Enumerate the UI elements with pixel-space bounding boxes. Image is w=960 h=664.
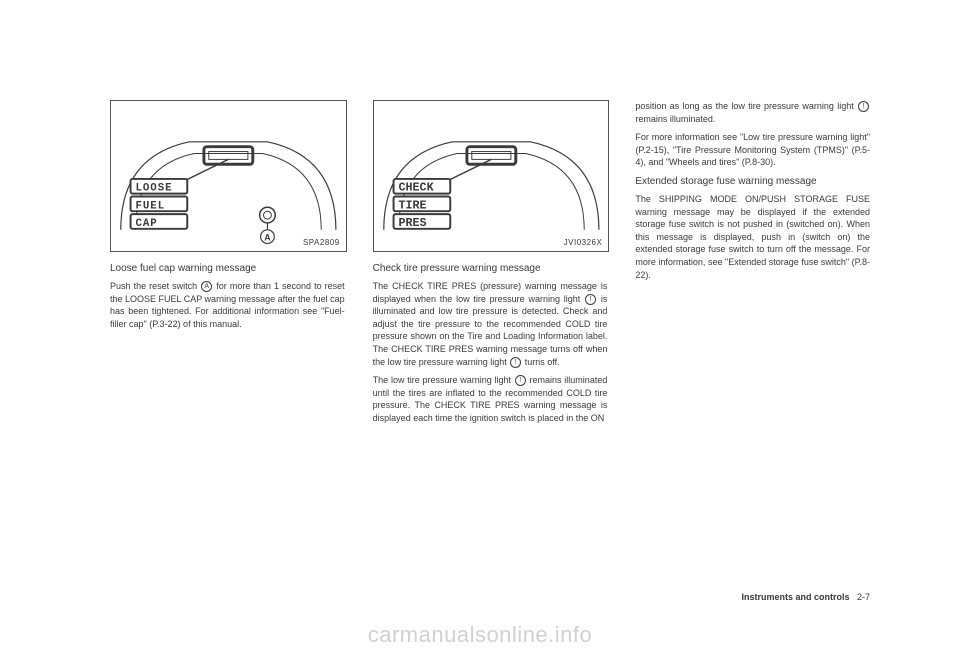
- page-footer: Instruments and controls 2-7: [741, 592, 870, 602]
- text-c2p1b: is illuminated and low tire pressure is …: [373, 294, 608, 367]
- para-col3-1: position as long as the low tire pressur…: [635, 100, 870, 125]
- text-c3p1a: position as long as the low tire pressur…: [635, 101, 857, 111]
- column-2: CHECK TIRE PRES JVI0326X Check tire pres…: [373, 100, 608, 431]
- text-c2p1c: turns off.: [522, 357, 559, 367]
- para-col1-1: Push the reset switch A for more than 1 …: [110, 280, 345, 330]
- subhead-check-tire: Check tire pressure warning message: [373, 262, 608, 276]
- footer-page: 2-7: [857, 592, 870, 602]
- lcd-line-1: LOOSE: [135, 183, 172, 195]
- page-content: LOOSE FUEL CAP A SPA2809 Loose fuel cap …: [0, 0, 960, 471]
- subhead-loose-fuel: Loose fuel cap warning message: [110, 262, 345, 276]
- text-c2p1a: The CHECK TIRE PRES (pressure) warning m…: [373, 281, 608, 304]
- figure-label-2: JVI0326X: [564, 237, 603, 248]
- lcd-line-2: FUEL: [135, 200, 165, 212]
- para-col2-2: The low tire pressure warning light ! re…: [373, 374, 608, 424]
- watermark: carmanualsonline.info: [0, 622, 960, 648]
- column-3: position as long as the low tire pressur…: [635, 100, 870, 431]
- warning-icon: !: [515, 375, 526, 386]
- svg-text:CHECK: CHECK: [398, 181, 434, 195]
- figure-loose-fuel-cap: LOOSE FUEL CAP A SPA2809: [110, 100, 347, 252]
- subhead-extended-storage: Extended storage fuse warning message: [635, 175, 870, 189]
- text-c2p2a: The low tire pressure warning light: [373, 375, 514, 385]
- svg-text:A: A: [264, 233, 271, 243]
- text-c3p1b: remains illuminated.: [635, 114, 715, 124]
- switch-a-icon: A: [201, 281, 212, 292]
- para-col3-3: The SHIPPING MODE ON/PUSH STORAGE FUSE w…: [635, 193, 870, 281]
- column-1: LOOSE FUEL CAP A SPA2809 Loose fuel cap …: [110, 100, 345, 431]
- text-c1p1a: Push the reset switch: [110, 281, 200, 291]
- para-col3-2: For more information see "Low tire press…: [635, 131, 870, 169]
- warning-icon: !: [585, 294, 596, 305]
- figure-label-1: SPA2809: [303, 237, 340, 248]
- figure-check-tire: CHECK TIRE PRES JVI0326X: [373, 100, 610, 252]
- lcd-line-3: CAP: [135, 218, 157, 230]
- para-col2-1: The CHECK TIRE PRES (pressure) warning m…: [373, 280, 608, 368]
- warning-icon: !: [858, 101, 869, 112]
- svg-text:TIRE: TIRE: [398, 198, 426, 212]
- footer-section: Instruments and controls: [741, 592, 849, 602]
- svg-text:PRES: PRES: [398, 216, 426, 230]
- warning-icon: !: [510, 357, 521, 368]
